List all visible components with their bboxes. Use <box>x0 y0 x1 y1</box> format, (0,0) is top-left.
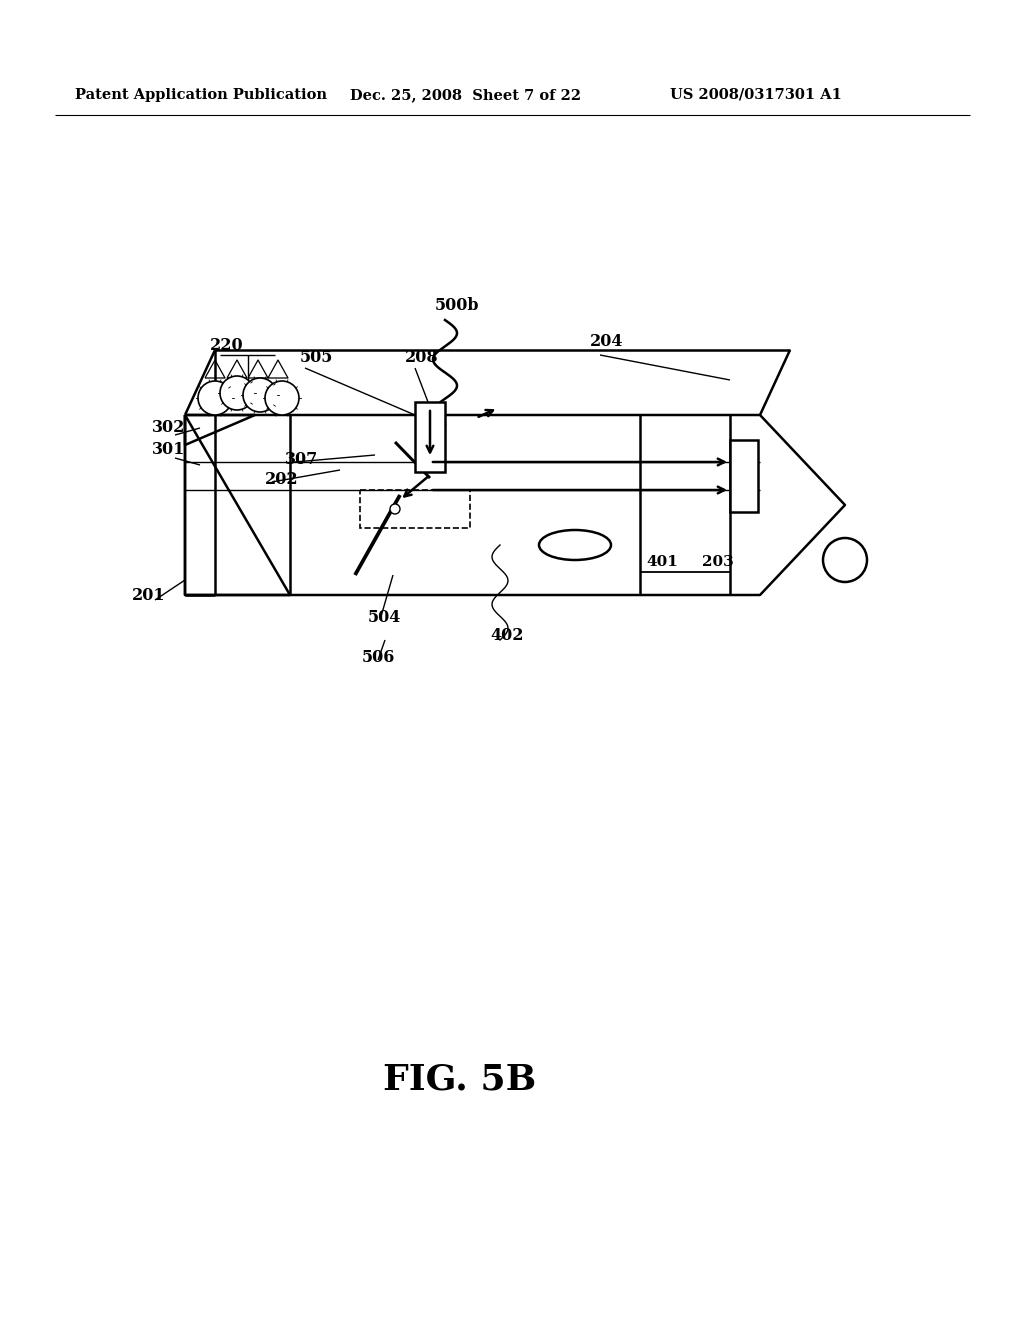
Text: Dec. 25, 2008  Sheet 7 of 22: Dec. 25, 2008 Sheet 7 of 22 <box>350 88 582 102</box>
Text: 203: 203 <box>702 554 734 569</box>
Bar <box>730 440 758 512</box>
Bar <box>415 403 445 473</box>
Circle shape <box>265 381 299 414</box>
Text: Patent Application Publication: Patent Application Publication <box>75 88 327 102</box>
Bar <box>360 490 470 528</box>
Text: 505: 505 <box>300 350 334 367</box>
Circle shape <box>823 539 867 582</box>
Text: 201: 201 <box>132 586 166 603</box>
Circle shape <box>198 381 232 414</box>
Text: 307: 307 <box>285 451 318 469</box>
Text: 401: 401 <box>646 554 678 569</box>
Ellipse shape <box>539 531 611 560</box>
Text: 302: 302 <box>152 418 185 436</box>
Text: 301: 301 <box>152 441 185 458</box>
Text: 402: 402 <box>490 627 523 644</box>
Circle shape <box>243 378 278 412</box>
Text: 500b: 500b <box>435 297 479 314</box>
Text: 208: 208 <box>406 350 438 367</box>
Text: 220: 220 <box>210 337 244 354</box>
Circle shape <box>220 376 254 411</box>
Text: 504: 504 <box>368 610 401 627</box>
Text: 204: 204 <box>590 334 624 351</box>
Text: 202: 202 <box>265 471 299 488</box>
Text: FIG. 5B: FIG. 5B <box>383 1063 537 1097</box>
Text: 506: 506 <box>362 649 395 667</box>
Circle shape <box>390 504 400 513</box>
Text: US 2008/0317301 A1: US 2008/0317301 A1 <box>670 88 842 102</box>
